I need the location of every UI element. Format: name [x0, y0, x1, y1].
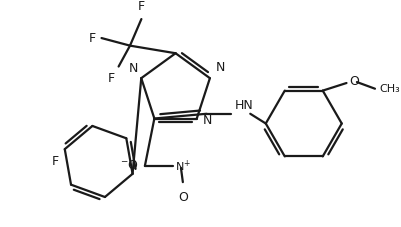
Text: HN: HN: [235, 99, 253, 112]
Text: $^{-}$O: $^{-}$O: [120, 160, 139, 173]
Text: O: O: [348, 75, 358, 88]
Text: N$^{+}$: N$^{+}$: [175, 158, 191, 174]
Text: F: F: [89, 32, 95, 44]
Text: O: O: [178, 191, 187, 204]
Text: F: F: [138, 0, 145, 13]
Text: F: F: [52, 155, 59, 168]
Text: N: N: [129, 62, 138, 75]
Text: N: N: [202, 114, 211, 127]
Text: CH₃: CH₃: [379, 84, 399, 94]
Text: F: F: [107, 72, 115, 85]
Text: N: N: [215, 61, 225, 74]
